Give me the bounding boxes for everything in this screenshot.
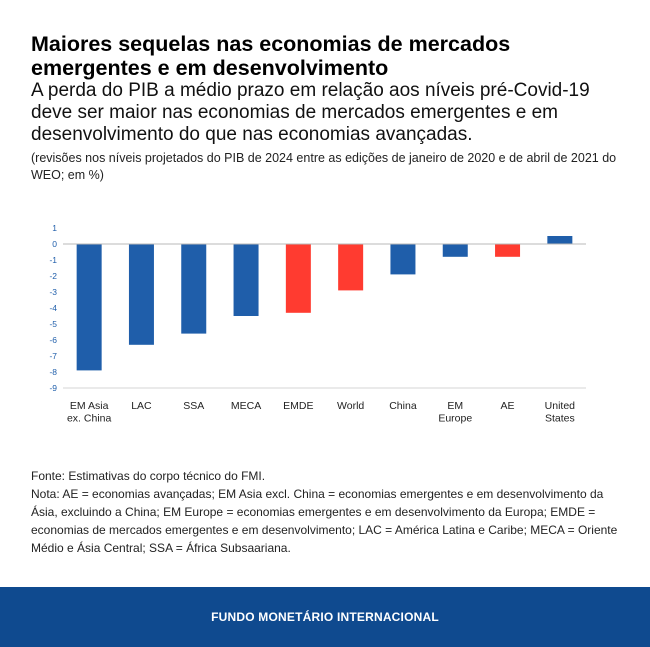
source-text: Fonte: Estimativas do corpo técnico do F… [31, 469, 266, 483]
y-tick-label: -2 [49, 271, 57, 281]
x-tick-label: LAC [131, 400, 152, 412]
chart-units-note: (revisões nos níveis projetados do PIB d… [31, 151, 617, 182]
x-tick-label: MECA [231, 400, 261, 412]
x-tick-label: China [389, 400, 417, 412]
bar [390, 244, 416, 275]
chart-subtitle: A perda do PIB a médio prazo em relação … [31, 80, 590, 145]
bar [547, 236, 573, 244]
bars [76, 236, 573, 371]
x-tick-label: EMDE [283, 400, 313, 412]
bar [442, 244, 468, 257]
y-axis: 1 0 -1 -2 -3 -4 -5 -6 -7 -8 -9 [49, 223, 57, 393]
y-tick-label: -5 [49, 319, 57, 329]
x-tick-label: AE [501, 400, 515, 412]
bar [128, 244, 154, 345]
y-tick-label: -1 [49, 255, 57, 265]
bar [233, 244, 259, 316]
y-tick-label: -8 [49, 367, 57, 377]
y-tick-label: -7 [49, 351, 57, 361]
bar [495, 244, 521, 257]
x-tick-label: United States [545, 400, 576, 425]
y-tick-label: -4 [49, 303, 57, 313]
x-axis: EM Asia ex. China LAC SSA MECA EMDE World China… [67, 400, 575, 425]
y-tick-label: -6 [49, 335, 57, 345]
bar-chart: 1 0 -1 -2 -3 -4 -5 -6 -7 -8 -9 EM Asia ex. China LAC… [49, 223, 586, 425]
bar [181, 244, 207, 334]
x-tick-label: EM Asia ex. China [67, 400, 112, 425]
bar [338, 244, 364, 291]
chart-title: Maiores sequelas nas economias de mercad… [31, 32, 511, 80]
note-text: Nota: AE = economias avançadas; EM Asia … [31, 487, 618, 555]
imf-wordmark[interactable]: FUNDO MONETÁRIO INTERNACIONAL [211, 610, 439, 624]
x-tick-label: World [337, 400, 364, 412]
y-tick-label: -9 [49, 383, 57, 393]
footer-bar: FUNDO MONETÁRIO INTERNACIONAL [0, 587, 650, 647]
footnotes: Fonte: Estimativas do corpo técnico do F… [31, 467, 621, 557]
x-tick-label: EM Europe [438, 400, 472, 425]
bar [285, 244, 311, 313]
bar [76, 244, 102, 371]
x-tick-label: SSA [183, 400, 204, 412]
y-tick-label: -3 [49, 287, 57, 297]
y-tick-label: 0 [52, 239, 57, 249]
y-tick-label: 1 [52, 223, 57, 233]
